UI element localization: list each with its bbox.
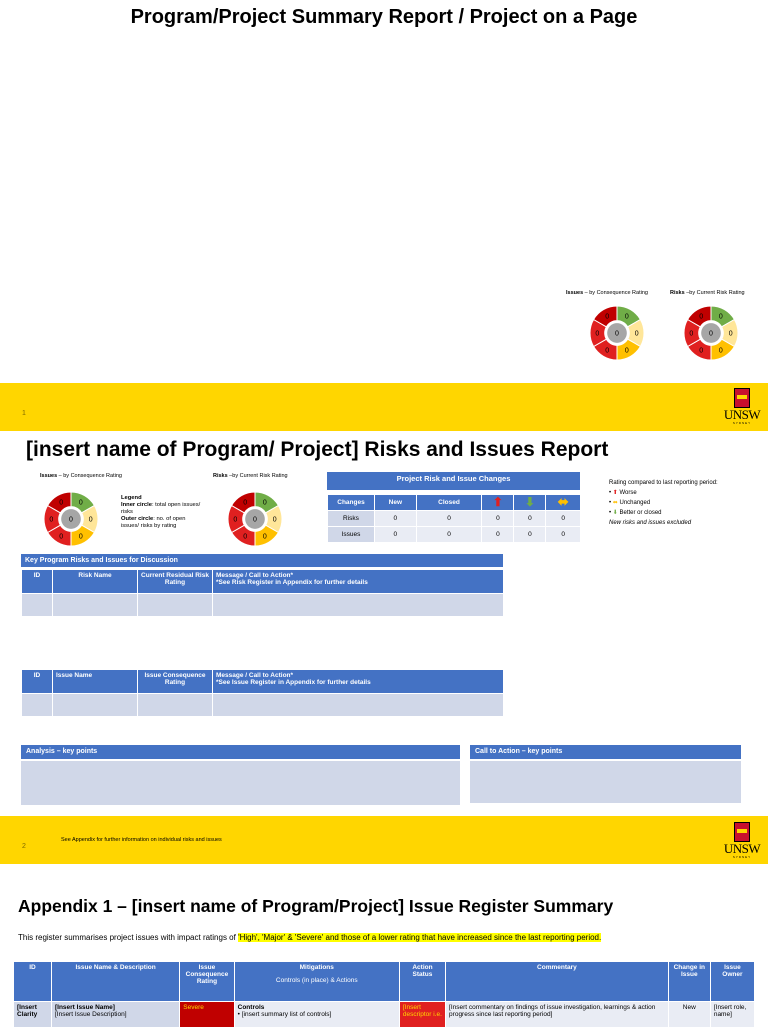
- slide3-intro: This register summarises project issues …: [18, 933, 602, 942]
- donut-segment-value: 0: [699, 313, 703, 320]
- slide1-risks-donut-label: Risks –by Current Risk Rating: [670, 290, 745, 296]
- better-arrow-icon: ⬇: [612, 510, 618, 516]
- worse-arrow-icon: ⬆: [612, 490, 618, 496]
- table-row: Risks 0 0 0 0 0: [327, 510, 581, 527]
- table-row: [21, 593, 504, 617]
- donut-segment-value: 0: [59, 499, 63, 506]
- donut-centre-value: 0: [69, 517, 73, 524]
- donut-segment-value: 0: [729, 331, 733, 338]
- donut-segment-value: 0: [625, 348, 629, 355]
- donut-segment-value: 0: [89, 517, 93, 524]
- unsw-logo: UNSW SYDNEY: [722, 388, 762, 425]
- donut-segment-value: 0: [605, 348, 609, 355]
- donut-segment-value: 0: [49, 517, 53, 524]
- donut-segment-value: 0: [59, 534, 63, 541]
- donut-svg: 0 0 0 0 0 0 0: [227, 491, 283, 547]
- issues-table: ID Issue Name Issue Consequence Rating M…: [21, 669, 504, 717]
- donut-segment-value: 0: [689, 331, 693, 338]
- donut-segment-value: 0: [699, 348, 703, 355]
- donut-segment-value: 0: [273, 517, 277, 524]
- donut-centre: [701, 323, 721, 343]
- donut-segment-value: 0: [243, 534, 247, 541]
- donut-svg: 0 0 0 0 0 0 0: [683, 305, 739, 361]
- changes-table-title: Project Risk and Issue Changes: [327, 472, 580, 490]
- crest-icon: [734, 388, 750, 408]
- slide2-page-number: 2: [22, 843, 26, 850]
- donut-segment-value: 0: [263, 534, 267, 541]
- slide3-title: Appendix 1 – [insert name of Program/Pro…: [18, 896, 614, 916]
- risks-table-title: Key Program Risks and Issues for Discuss…: [21, 554, 503, 567]
- donut-segment-value: 0: [79, 499, 83, 506]
- slide2-risks-donut-label: Risks –by Current Risk Rating: [213, 473, 288, 479]
- slide1-issues-donut: 0 0 0 0 0 0 0: [589, 305, 645, 361]
- donut-svg: 0 0 0 0 0 0 0: [589, 305, 645, 361]
- closed-header: Closed: [415, 494, 483, 511]
- slide1-risks-donut: 0 0 0 0 0 0 0: [683, 305, 739, 361]
- slide1-issues-donut-label: Issues – by Consequence Rating: [566, 290, 648, 296]
- unchanged-arrow-icon: ⬌: [545, 494, 581, 511]
- slide2-footer-band: [0, 816, 768, 864]
- slide2-risks-donut: 0 0 0 0 0 0 0: [227, 491, 283, 547]
- unsw-logo: UNSW SYDNEY: [722, 822, 762, 859]
- donut-centre-value: 0: [709, 331, 713, 338]
- donut-segment-value: 0: [719, 313, 723, 320]
- slide2-issues-donut-label: Issues – by Consequence Rating: [40, 473, 122, 479]
- worse-arrow-icon: ⬆: [481, 494, 515, 511]
- analysis-title: Analysis – key points: [21, 745, 460, 759]
- donut-legend: Legend Inner circle: total open issues/ …: [121, 495, 201, 529]
- donut-centre: [607, 323, 627, 343]
- slide2-issues-donut: 0 0 0 0 0 0 0: [43, 491, 99, 547]
- new-header: New: [374, 494, 417, 511]
- call-to-action-title: Call to Action – key points: [470, 745, 741, 759]
- better-arrow-icon: ⬇: [513, 494, 547, 511]
- donut-segment: [686, 305, 712, 328]
- donut-segment-value: 0: [719, 348, 723, 355]
- slide2-footer-note: See Appendix for further information on …: [61, 837, 222, 843]
- slide1-footer-band: [0, 383, 768, 431]
- slide1-page-number: 1: [22, 410, 26, 417]
- donut-segment-value: 0: [243, 499, 247, 506]
- donut-segment-value: 0: [605, 313, 609, 320]
- donut-segment-value: 0: [79, 534, 83, 541]
- donut-centre: [245, 509, 265, 529]
- changes-table: Changes New Closed ⬆ ⬇ ⬌ Risks 0 0 0 0 0…: [327, 494, 581, 543]
- donut-centre-value: 0: [615, 331, 619, 338]
- donut-segment-value: 0: [263, 499, 267, 506]
- rating-key: Rating compared to last reporting period…: [609, 480, 718, 526]
- table-row: Issues 0 0 0 0 0: [327, 526, 581, 543]
- donut-segment: [46, 491, 72, 514]
- donut-segment-value: 0: [635, 331, 639, 338]
- slide1-title: Program/Project Summary Report / Project…: [130, 6, 638, 28]
- donut-svg: 0 0 0 0 0 0 0: [43, 491, 99, 547]
- analysis-box[interactable]: [21, 761, 460, 805]
- table-row: [21, 693, 504, 717]
- crest-icon: [734, 822, 750, 842]
- call-to-action-box[interactable]: [470, 761, 741, 803]
- donut-segment: [592, 305, 618, 328]
- donut-segment-value: 0: [625, 313, 629, 320]
- risks-table: ID Risk Name Current Residual Risk Ratin…: [21, 569, 504, 617]
- donut-segment-value: 0: [233, 517, 237, 524]
- slide2-title: [insert name of Program/ Project] Risks …: [26, 438, 609, 461]
- changes-header: Changes: [327, 494, 375, 511]
- issue-register-table: ID Issue Name & Description Issue Conseq…: [13, 961, 756, 1028]
- donut-segment-value: 0: [595, 331, 599, 338]
- donut-centre: [61, 509, 81, 529]
- donut-centre-value: 0: [253, 517, 257, 524]
- donut-segment: [230, 491, 256, 514]
- unchanged-arrow-icon: ⬌: [612, 500, 618, 506]
